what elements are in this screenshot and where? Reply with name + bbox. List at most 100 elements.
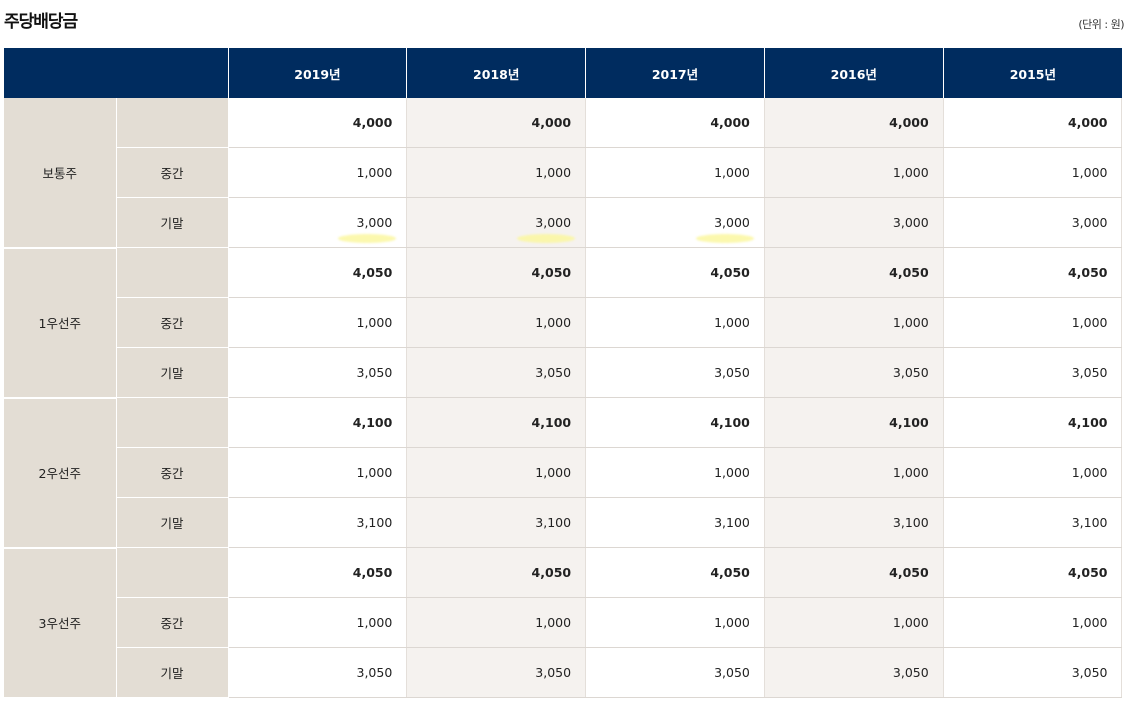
dividend-value: 1,000 [714,465,750,480]
dividend-period-label: 기말 [116,497,229,548]
table-row: 2우선주 4,100 4,100 4,100 4,100 4,100 [4,397,1123,549]
dividend-value-cell: 4,050 [764,247,944,298]
dividend-value: 3,000 [535,215,572,230]
dividend-value-cell: 4,050 [943,247,1123,298]
page-title: 주당배당금 [4,12,78,32]
header-corner [4,48,229,98]
share-type-label: 2우선주 [4,397,117,549]
dividend-value: 4,100 [352,415,393,430]
dividend-value-cell: 3,100 [585,497,765,548]
dividend-value: 4,050 [889,265,929,280]
dividend-value-cell: 3,050 [406,647,587,698]
table-row: 기말 3,100 3,100 3,100 3,100 3,100 [4,497,1123,548]
dividend-period-label: 중간 [116,147,229,198]
dividend-value: 3,100 [535,515,572,530]
dividend-value: 4,000 [1067,115,1108,130]
dividend-value: 3,050 [535,365,572,380]
dividend-value: 3,050 [356,365,393,380]
dividend-value: 4,050 [531,265,572,280]
dividend-value-cell: 4,000 [406,98,587,148]
dividend-value-cell: 4,000 [764,98,944,148]
dividend-value-cell: 1,000 [585,597,765,648]
dividend-value-cell: 4,100 [764,397,944,448]
table-header-row: 2019년 2018년 2017년 2016년 2015년 [4,48,1122,98]
dividend-value: 4,100 [1067,415,1108,430]
dividend-value: 4,050 [1067,265,1108,280]
dividend-value: 4,050 [531,565,572,580]
dividend-value-cell: 1,000 [764,447,944,498]
table-row: 보통주 4,000 4,000 4,000 4,000 4,000 [4,98,1123,249]
dividend-value: 3,050 [535,665,572,680]
dividend-value-cell: 3,100 [228,497,408,548]
dividend-value-cell: 3,050 [943,647,1123,698]
dividend-value-cell: 3,000 [943,197,1123,248]
dividend-value-cell: 3,100 [764,497,944,548]
dividend-value-cell: 1,000 [585,447,765,498]
dividend-value-cell: 4,050 [228,547,408,598]
dividend-value-cell: 3,000 [406,197,587,248]
header-year: 2019년 [228,48,408,98]
table-row: 기말 3,050 3,050 3,050 3,050 3,050 [4,647,1123,698]
header-year: 2018년 [406,48,587,98]
unit-note: (단위 : 원) [1078,18,1124,31]
dividend-value-cell: 4,050 [764,547,944,598]
dividend-value-cell: 3,050 [585,347,765,398]
dividend-value-cell: 3,000 [764,197,944,248]
table-row: 중간 1,000 1,000 1,000 1,000 1,000 [4,447,1123,498]
dividend-value-cell: 4,000 [585,98,765,148]
dividend-value-cell: 4,050 [406,547,587,598]
dividend-value-cell: 1,000 [764,597,944,648]
dividend-period-label: 중간 [116,597,229,648]
dividend-value: 1,000 [535,615,572,630]
dividend-period-label [116,397,229,448]
table-row: 1우선주 4,050 4,050 4,050 4,050 4,050 [4,247,1123,399]
dividend-value: 3,000 [892,215,929,230]
dividend-value-cell: 4,000 [943,98,1123,148]
dividend-value-cell: 4,050 [585,247,765,298]
dividend-value: 1,000 [892,465,929,480]
dividend-value: 3,000 [1071,215,1108,230]
share-type-label: 보통주 [4,98,117,249]
dividend-value-cell: 3,000 [228,197,408,248]
dividend-value-cell: 3,050 [764,347,944,398]
dividend-period-label: 기말 [116,347,229,398]
dividend-period-label: 중간 [116,447,229,498]
dividend-value: 1,000 [714,615,750,630]
dividend-value-cell: 1,000 [228,147,408,198]
dividend-value-cell: 1,000 [406,297,587,348]
dividend-period-label: 기말 [116,647,229,698]
dividend-period-label [116,98,229,148]
dividend-value-cell: 4,050 [585,547,765,598]
highlighter-mark [517,234,576,243]
dividend-value-cell: 3,050 [585,647,765,698]
share-type-label: 1우선주 [4,247,117,399]
dividend-value-cell: 4,050 [406,247,587,298]
header-year: 2017년 [585,48,765,98]
table-row: 3우선주 4,050 4,050 4,050 4,050 4,050 [4,547,1123,699]
dividend-value: 4,050 [889,565,929,580]
dividend-value: 3,100 [892,515,929,530]
dividend-value: 3,100 [356,515,393,530]
dividend-value: 4,000 [710,115,750,130]
dividend-value: 1,000 [356,315,393,330]
dividend-value: 4,100 [710,415,750,430]
dividend-value: 4,000 [889,115,929,130]
dividend-value-cell: 1,000 [228,447,408,498]
dividend-value: 3,000 [356,215,393,230]
dividend-value: 3,000 [714,215,750,230]
dividend-value-cell: 4,100 [943,397,1123,448]
dividend-value: 3,050 [892,365,929,380]
dividend-value-cell: 4,100 [406,397,587,448]
dividend-value: 1,000 [714,165,750,180]
dividend-value: 4,050 [1067,565,1108,580]
dividend-value: 3,050 [892,665,929,680]
dividend-value: 4,100 [889,415,929,430]
dividend-value: 1,000 [356,465,393,480]
dividend-value-cell: 1,000 [406,447,587,498]
dividend-value: 3,100 [1071,515,1108,530]
dividend-value-cell: 4,100 [585,397,765,448]
dividend-value: 1,000 [535,315,572,330]
dividend-value: 3,050 [1071,365,1108,380]
share-type-label: 3우선주 [4,547,117,699]
dividend-value: 4,050 [352,265,393,280]
